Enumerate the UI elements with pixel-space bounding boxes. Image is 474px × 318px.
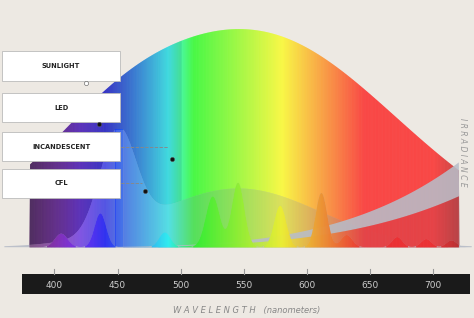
Text: 400: 400 bbox=[46, 280, 63, 290]
FancyBboxPatch shape bbox=[2, 93, 120, 122]
Text: CFL: CFL bbox=[55, 180, 68, 186]
Bar bbox=[21, 274, 470, 294]
Text: INCANDESCENT: INCANDESCENT bbox=[32, 144, 90, 150]
FancyBboxPatch shape bbox=[2, 169, 120, 198]
Text: 700: 700 bbox=[425, 280, 442, 290]
Text: 550: 550 bbox=[235, 280, 253, 290]
Text: SUNLIGHT: SUNLIGHT bbox=[42, 63, 80, 69]
Text: 600: 600 bbox=[299, 280, 316, 290]
FancyBboxPatch shape bbox=[2, 132, 120, 162]
Text: 500: 500 bbox=[172, 280, 189, 290]
Text: I R R A D I A N C E: I R R A D I A N C E bbox=[458, 118, 466, 187]
FancyBboxPatch shape bbox=[2, 52, 120, 81]
Text: 650: 650 bbox=[362, 280, 379, 290]
Text: LED: LED bbox=[54, 105, 68, 111]
Text: 450: 450 bbox=[109, 280, 126, 290]
Text: W A V E L E N G T H   (nanometers): W A V E L E N G T H (nanometers) bbox=[173, 306, 320, 315]
